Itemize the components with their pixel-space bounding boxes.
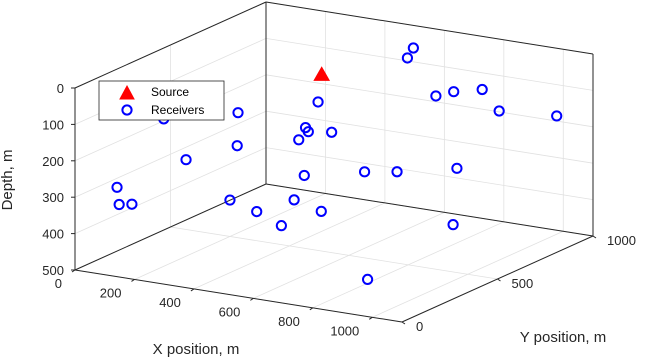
x-tick-label: 1000 [330,323,359,338]
receiver-marker [315,205,327,217]
receiver-marker [358,166,371,178]
source-marker [313,66,331,81]
z-gridline-backwall [265,110,594,164]
y-tick-mark [401,321,406,325]
receiver-marker [407,42,419,54]
x-tick-label: 400 [159,295,181,310]
x-tick-label: 800 [278,314,300,329]
z-gridline-sidewall [74,110,267,198]
receiver-marker [391,166,403,178]
x-axis-line [74,269,403,323]
z-gridline-backwall [265,74,594,128]
receiver-marker [401,52,414,64]
x-tick-label: 0 [55,276,62,291]
box-edge [265,1,594,55]
y-gridline-floor [170,226,498,280]
legend-source-label: Source [151,85,189,99]
legend-receivers-label: Receivers [151,103,204,117]
x-tick-mark [250,297,254,301]
box-edge [265,183,594,237]
y-tick-mark [592,235,597,239]
x-tick-label: 200 [100,285,122,300]
receiver-marker [430,90,442,102]
z-tick-label: 200 [42,154,64,169]
legend: Source Receivers [98,80,225,121]
z-tick-label: 500 [42,263,64,278]
receiver-marker [251,205,263,218]
x-tick-mark [190,288,195,292]
receiver-marker [451,162,463,174]
z-gridline-sidewall [74,147,267,234]
data-points [111,42,563,286]
x-tick-mark [131,279,135,282]
receiver-marker [180,154,192,166]
receiver-marker [275,220,287,232]
z-tick-label: 100 [42,117,64,132]
legend-box [98,80,225,121]
receiver-marker [111,181,123,193]
y-tick-mark [497,278,501,282]
x-axis-label: X position, m [153,341,240,358]
receiver-marker [288,194,300,206]
receiver-marker [551,110,563,122]
receiver-marker [302,126,314,138]
y-tick-label: 500 [512,276,534,291]
y-tick-label: 0 [416,319,423,334]
x-tick-mark [309,307,314,311]
receiver-marker [298,169,310,182]
receiver-marker [326,126,338,138]
y-axis-label: Y position, m [520,329,606,346]
receiver-marker [493,105,505,117]
receiver-marker [312,96,324,108]
z-tick-label: 0 [57,81,64,96]
y-tick-label: 1000 [607,233,636,248]
receiver-marker [231,140,243,152]
receiver-marker [448,86,460,98]
receiver-marker [293,134,305,146]
receiver-marker [361,273,374,286]
grid-lines [74,1,594,323]
receiver-marker [126,198,138,210]
box-edge [74,1,267,89]
legend-receivers-marker [121,104,133,116]
receiver-marker [224,194,236,206]
receiver-marker [232,107,244,119]
receiver-marker [476,83,488,96]
legend-source-marker [119,84,135,100]
receiver-marker [447,219,459,231]
receiver-marker [113,198,125,211]
z-gridline-backwall [265,38,594,91]
z-tick-label: 300 [42,190,64,205]
z-gridline-backwall [265,147,594,200]
z-axis-label: Depth, m [0,150,16,211]
z-tick-label: 400 [42,227,64,242]
x-tick-label: 600 [219,304,241,319]
x-tick-mark [368,316,373,320]
